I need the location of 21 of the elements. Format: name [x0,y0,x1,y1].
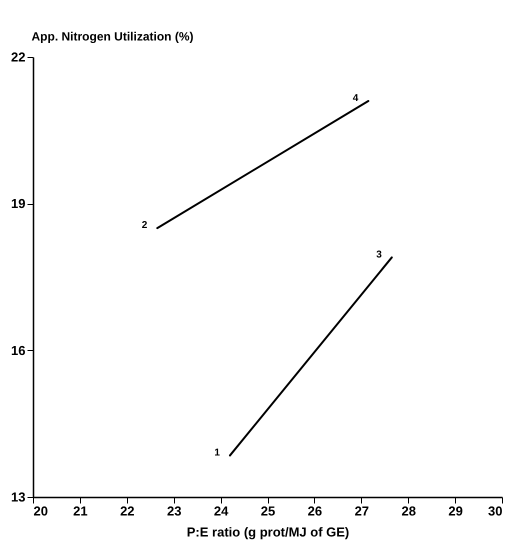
x-tick-label: 27 [354,504,370,518]
x-tick-label: 21 [73,504,88,518]
annotation: 2 [142,220,148,232]
y-tick-label: 13 [11,490,26,504]
y-axis-title: App. Nitrogen Utilization (%) [32,30,194,44]
annotation: 4 [352,93,359,104]
x-tick-label: 24 [214,504,230,518]
x-tick-label: 25 [260,504,276,518]
x-tick-label: 28 [401,504,416,518]
x-tick-label: 29 [448,504,463,518]
annotation: 3 [376,249,382,260]
y-tick-label: 16 [11,342,26,358]
x-tick-label: 26 [308,504,322,518]
annotation: 1 [214,447,220,458]
x-tick-label: 20 [34,504,48,518]
y-tick-label: 22 [11,50,26,64]
x-tick-label: 30 [488,504,502,518]
y-tick-label: 19 [11,196,26,212]
x-tick-label: 23 [166,504,182,518]
x-axis-title: P:E ratio (g prot/MJ of GE) [186,524,350,540]
x-tick-label: 22 [120,504,135,518]
